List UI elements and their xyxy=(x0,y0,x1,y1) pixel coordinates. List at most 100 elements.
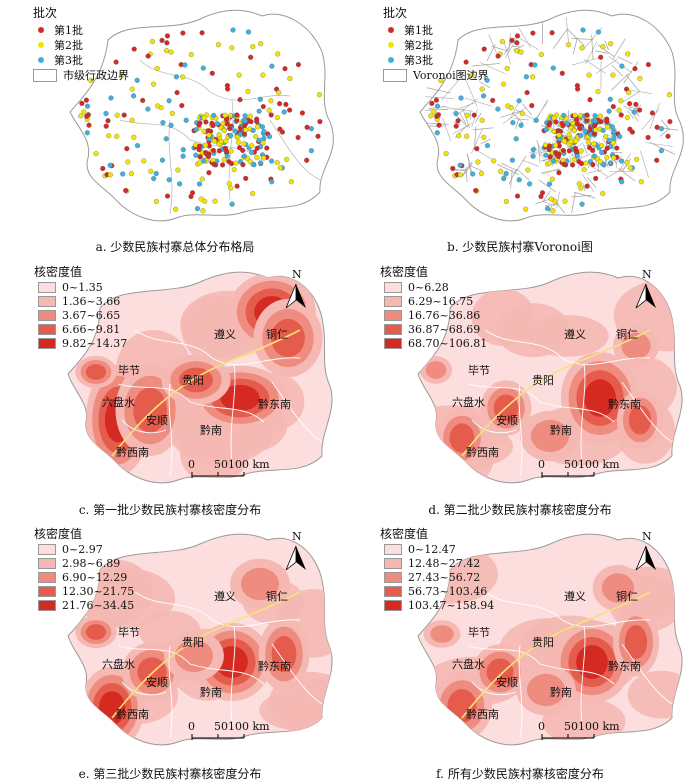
village-point xyxy=(604,124,611,130)
village-point xyxy=(250,44,256,50)
village-point xyxy=(572,145,579,152)
village-point xyxy=(107,172,113,178)
village-point xyxy=(555,153,562,160)
village-point xyxy=(464,133,470,139)
village-point xyxy=(222,145,229,152)
village-point xyxy=(266,107,272,113)
village-point xyxy=(514,193,521,199)
village-point xyxy=(168,122,174,128)
village-point xyxy=(600,44,606,50)
village-point xyxy=(169,110,175,116)
village-point xyxy=(230,27,236,33)
village-point xyxy=(283,101,289,107)
village-point xyxy=(556,170,562,176)
village-point xyxy=(153,170,159,177)
village-point xyxy=(210,147,216,154)
legend-title: 核密度值 xyxy=(34,527,83,541)
village-point xyxy=(456,133,462,139)
village-point xyxy=(573,138,579,144)
village-point xyxy=(593,175,599,181)
village-point xyxy=(638,179,644,185)
panel-b: 批次 第1批 第2批 第3批 Voronoi图边界 b. 少数民族村寨Voron… xyxy=(350,0,700,260)
village-point xyxy=(269,63,275,69)
city-label: 黔南 xyxy=(550,424,572,437)
village-point xyxy=(224,83,230,89)
village-point xyxy=(269,158,275,164)
panel-a: 批次 第1批 第2批 第3批 市级行政边界 a. 少数民族村寨总体分布格局 xyxy=(0,0,350,260)
village-point xyxy=(201,115,207,121)
village-point xyxy=(153,198,159,205)
village-point xyxy=(491,158,497,164)
city-label: 安顺 xyxy=(496,414,518,427)
village-point xyxy=(519,110,525,116)
village-point xyxy=(131,134,137,140)
village-point xyxy=(193,127,199,133)
village-point xyxy=(546,181,553,187)
village-point xyxy=(626,90,632,96)
village-point xyxy=(234,183,240,189)
village-point xyxy=(166,98,172,104)
legend-class-3: 3.67~6.65 xyxy=(38,309,120,322)
caption-c: c. 第一批少数民族村寨核密度分布 xyxy=(78,503,262,517)
village-point xyxy=(458,95,464,101)
village-point xyxy=(547,160,553,166)
scale-bar xyxy=(191,734,245,740)
legend-class-4: 56.73~103.46 xyxy=(384,585,487,598)
village-point xyxy=(610,72,616,78)
village-point xyxy=(599,149,605,156)
village-point xyxy=(84,103,91,109)
legend-class-4: 6.66~9.81 xyxy=(38,323,120,336)
village-point xyxy=(284,156,290,162)
scale-tick-label: 0 xyxy=(188,458,195,471)
legend-class-3: 6.90~12.29 xyxy=(38,571,127,584)
village-point xyxy=(611,155,617,161)
village-point xyxy=(196,181,203,187)
village-point xyxy=(523,74,529,80)
village-point xyxy=(592,123,598,129)
village-point xyxy=(443,151,449,157)
village-point xyxy=(148,168,154,174)
density-zone xyxy=(601,573,635,603)
village-point xyxy=(469,72,475,78)
village-point xyxy=(518,122,524,128)
village-point xyxy=(571,128,577,134)
yellow-dot-icon xyxy=(388,42,394,48)
trend-axis-line xyxy=(461,591,651,719)
village-point xyxy=(606,137,612,143)
village-point xyxy=(631,109,637,115)
village-point xyxy=(197,154,203,160)
village-point xyxy=(166,177,172,183)
village-point xyxy=(188,51,194,58)
legend-class-2: 6.29~16.75 xyxy=(384,295,473,308)
city-label: 毕节 xyxy=(118,364,140,377)
village-point xyxy=(450,165,456,172)
village-point xyxy=(254,155,260,161)
village-point xyxy=(514,40,520,46)
city-label: 铜仁 xyxy=(616,590,638,603)
village-point xyxy=(264,145,270,151)
village-point xyxy=(484,143,491,149)
village-point xyxy=(84,130,90,136)
village-point xyxy=(243,127,249,133)
village-point xyxy=(196,122,202,128)
village-point xyxy=(539,190,546,196)
village-point xyxy=(428,113,434,119)
village-point xyxy=(253,134,259,140)
legend-class-5: 21.76~34.45 xyxy=(38,599,134,612)
legend-title: 核密度值 xyxy=(34,265,83,279)
village-point xyxy=(538,51,544,58)
north-label: N xyxy=(292,530,302,543)
village-point xyxy=(131,46,137,52)
village-point xyxy=(276,90,282,96)
city-label: 安顺 xyxy=(146,676,168,689)
village-point xyxy=(299,110,305,116)
village-point xyxy=(505,103,511,109)
village-point xyxy=(470,171,476,177)
village-point xyxy=(200,208,206,214)
village-point xyxy=(579,45,585,51)
city-label: 黔南 xyxy=(200,686,222,699)
village-point xyxy=(260,72,266,78)
village-point xyxy=(611,135,617,141)
village-point xyxy=(105,118,111,124)
village-point xyxy=(247,159,253,165)
